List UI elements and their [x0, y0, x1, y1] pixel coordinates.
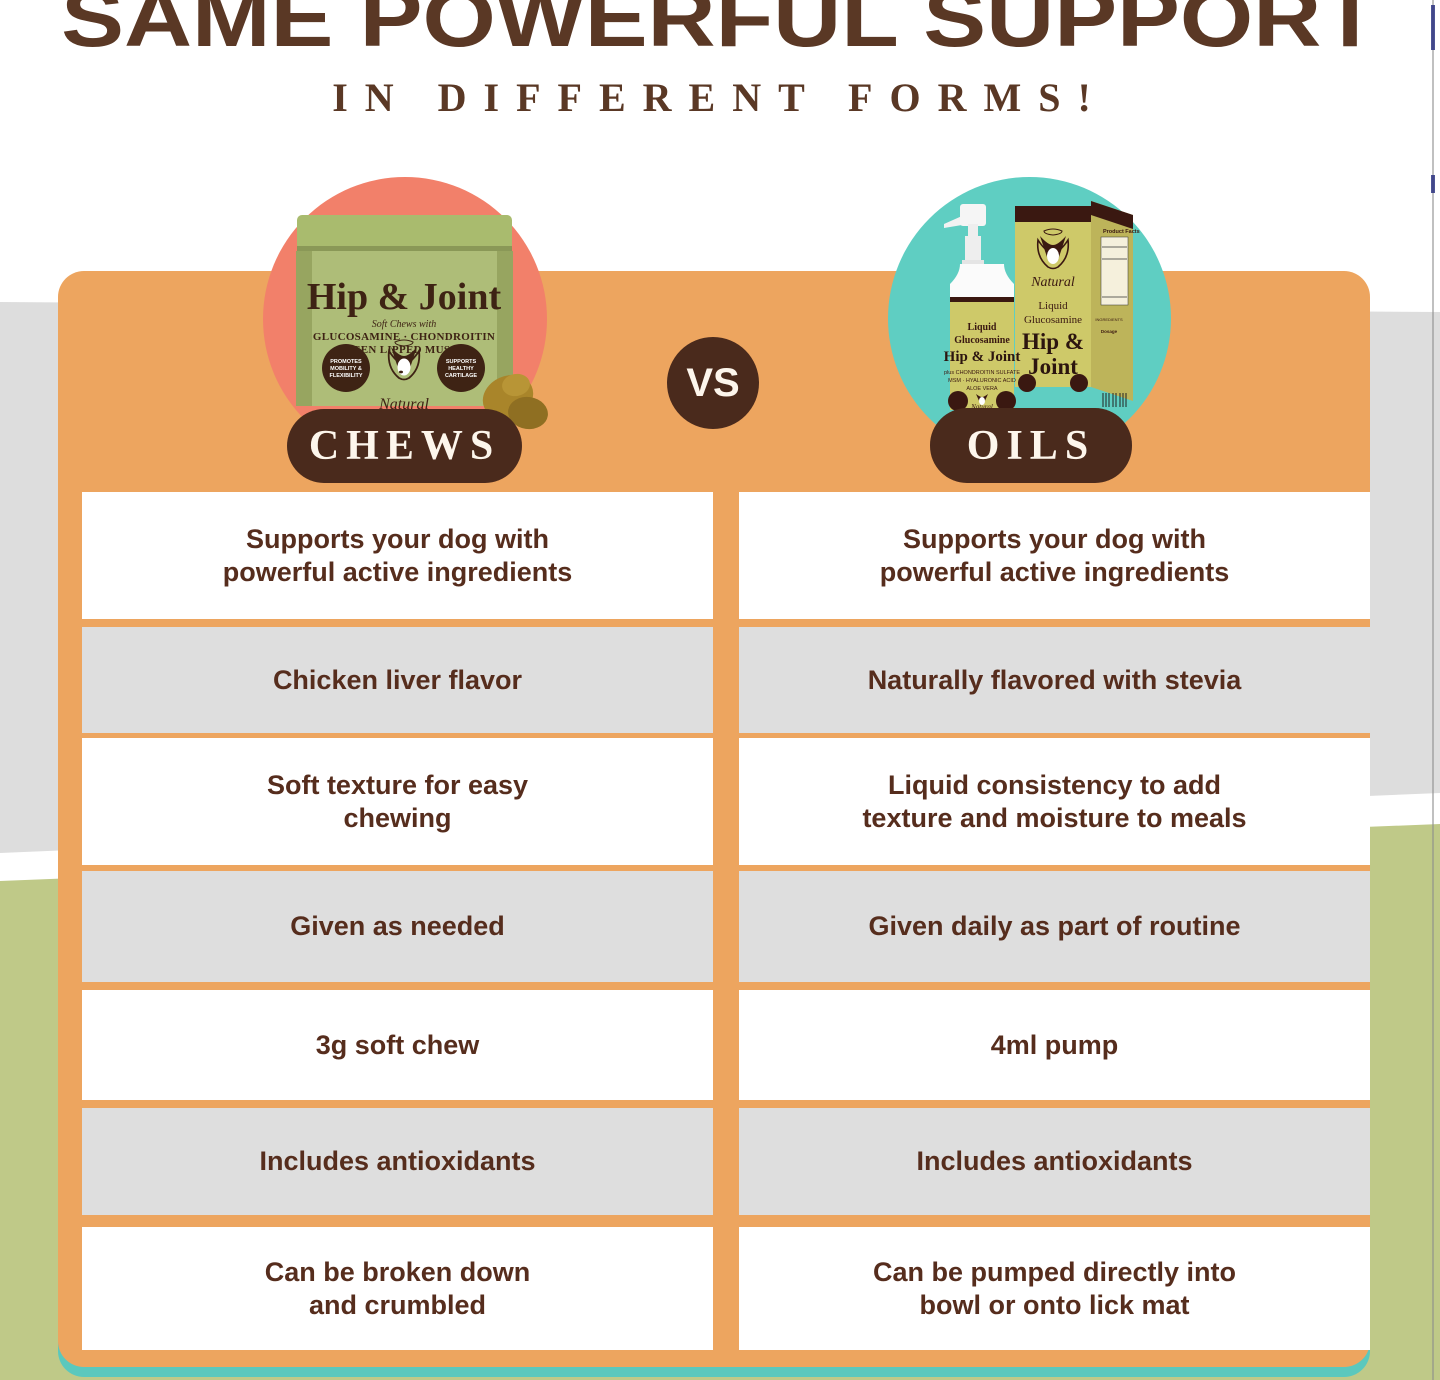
svg-text:Product Facts: Product Facts — [1103, 229, 1140, 235]
svg-text:Hip & Joint: Hip & Joint — [944, 349, 1021, 365]
svg-text:HEALTHY: HEALTHY — [448, 366, 474, 372]
svg-text:MOBILITY &: MOBILITY & — [330, 366, 362, 372]
svg-text:Joint: Joint — [1028, 354, 1078, 379]
svg-text:Soft Chews with: Soft Chews with — [372, 319, 436, 330]
svg-text:ALOE VERA: ALOE VERA — [966, 386, 998, 392]
svg-text:Hip &: Hip & — [1022, 329, 1084, 354]
svg-text:INGREDIENTS: INGREDIENTS — [1095, 317, 1123, 322]
svg-text:plus CHONDROITIN SULFATE: plus CHONDROITIN SULFATE — [944, 370, 1020, 376]
svg-text:Hip & Joint: Hip & Joint — [307, 276, 502, 318]
svg-text:Liquid: Liquid — [1038, 300, 1068, 312]
svg-text:Dosage: Dosage — [1101, 329, 1118, 334]
svg-text:CARTILAGE: CARTILAGE — [445, 373, 477, 379]
svg-text:Glucosamine: Glucosamine — [954, 335, 1010, 346]
svg-text:Glucosamine: Glucosamine — [1024, 314, 1082, 326]
svg-text:Liquid: Liquid — [968, 322, 997, 333]
svg-text:MSM · HYALURONIC ACID: MSM · HYALURONIC ACID — [948, 378, 1016, 384]
svg-text:PROMOTES: PROMOTES — [330, 359, 362, 365]
svg-text:FLEXIBILITY: FLEXIBILITY — [330, 373, 363, 379]
svg-text:SUPPORTS: SUPPORTS — [446, 359, 477, 365]
svg-text:GLUCOSAMINE · CHONDROITIN: GLUCOSAMINE · CHONDROITIN — [313, 331, 495, 343]
svg-text:Natural: Natural — [1030, 275, 1075, 290]
